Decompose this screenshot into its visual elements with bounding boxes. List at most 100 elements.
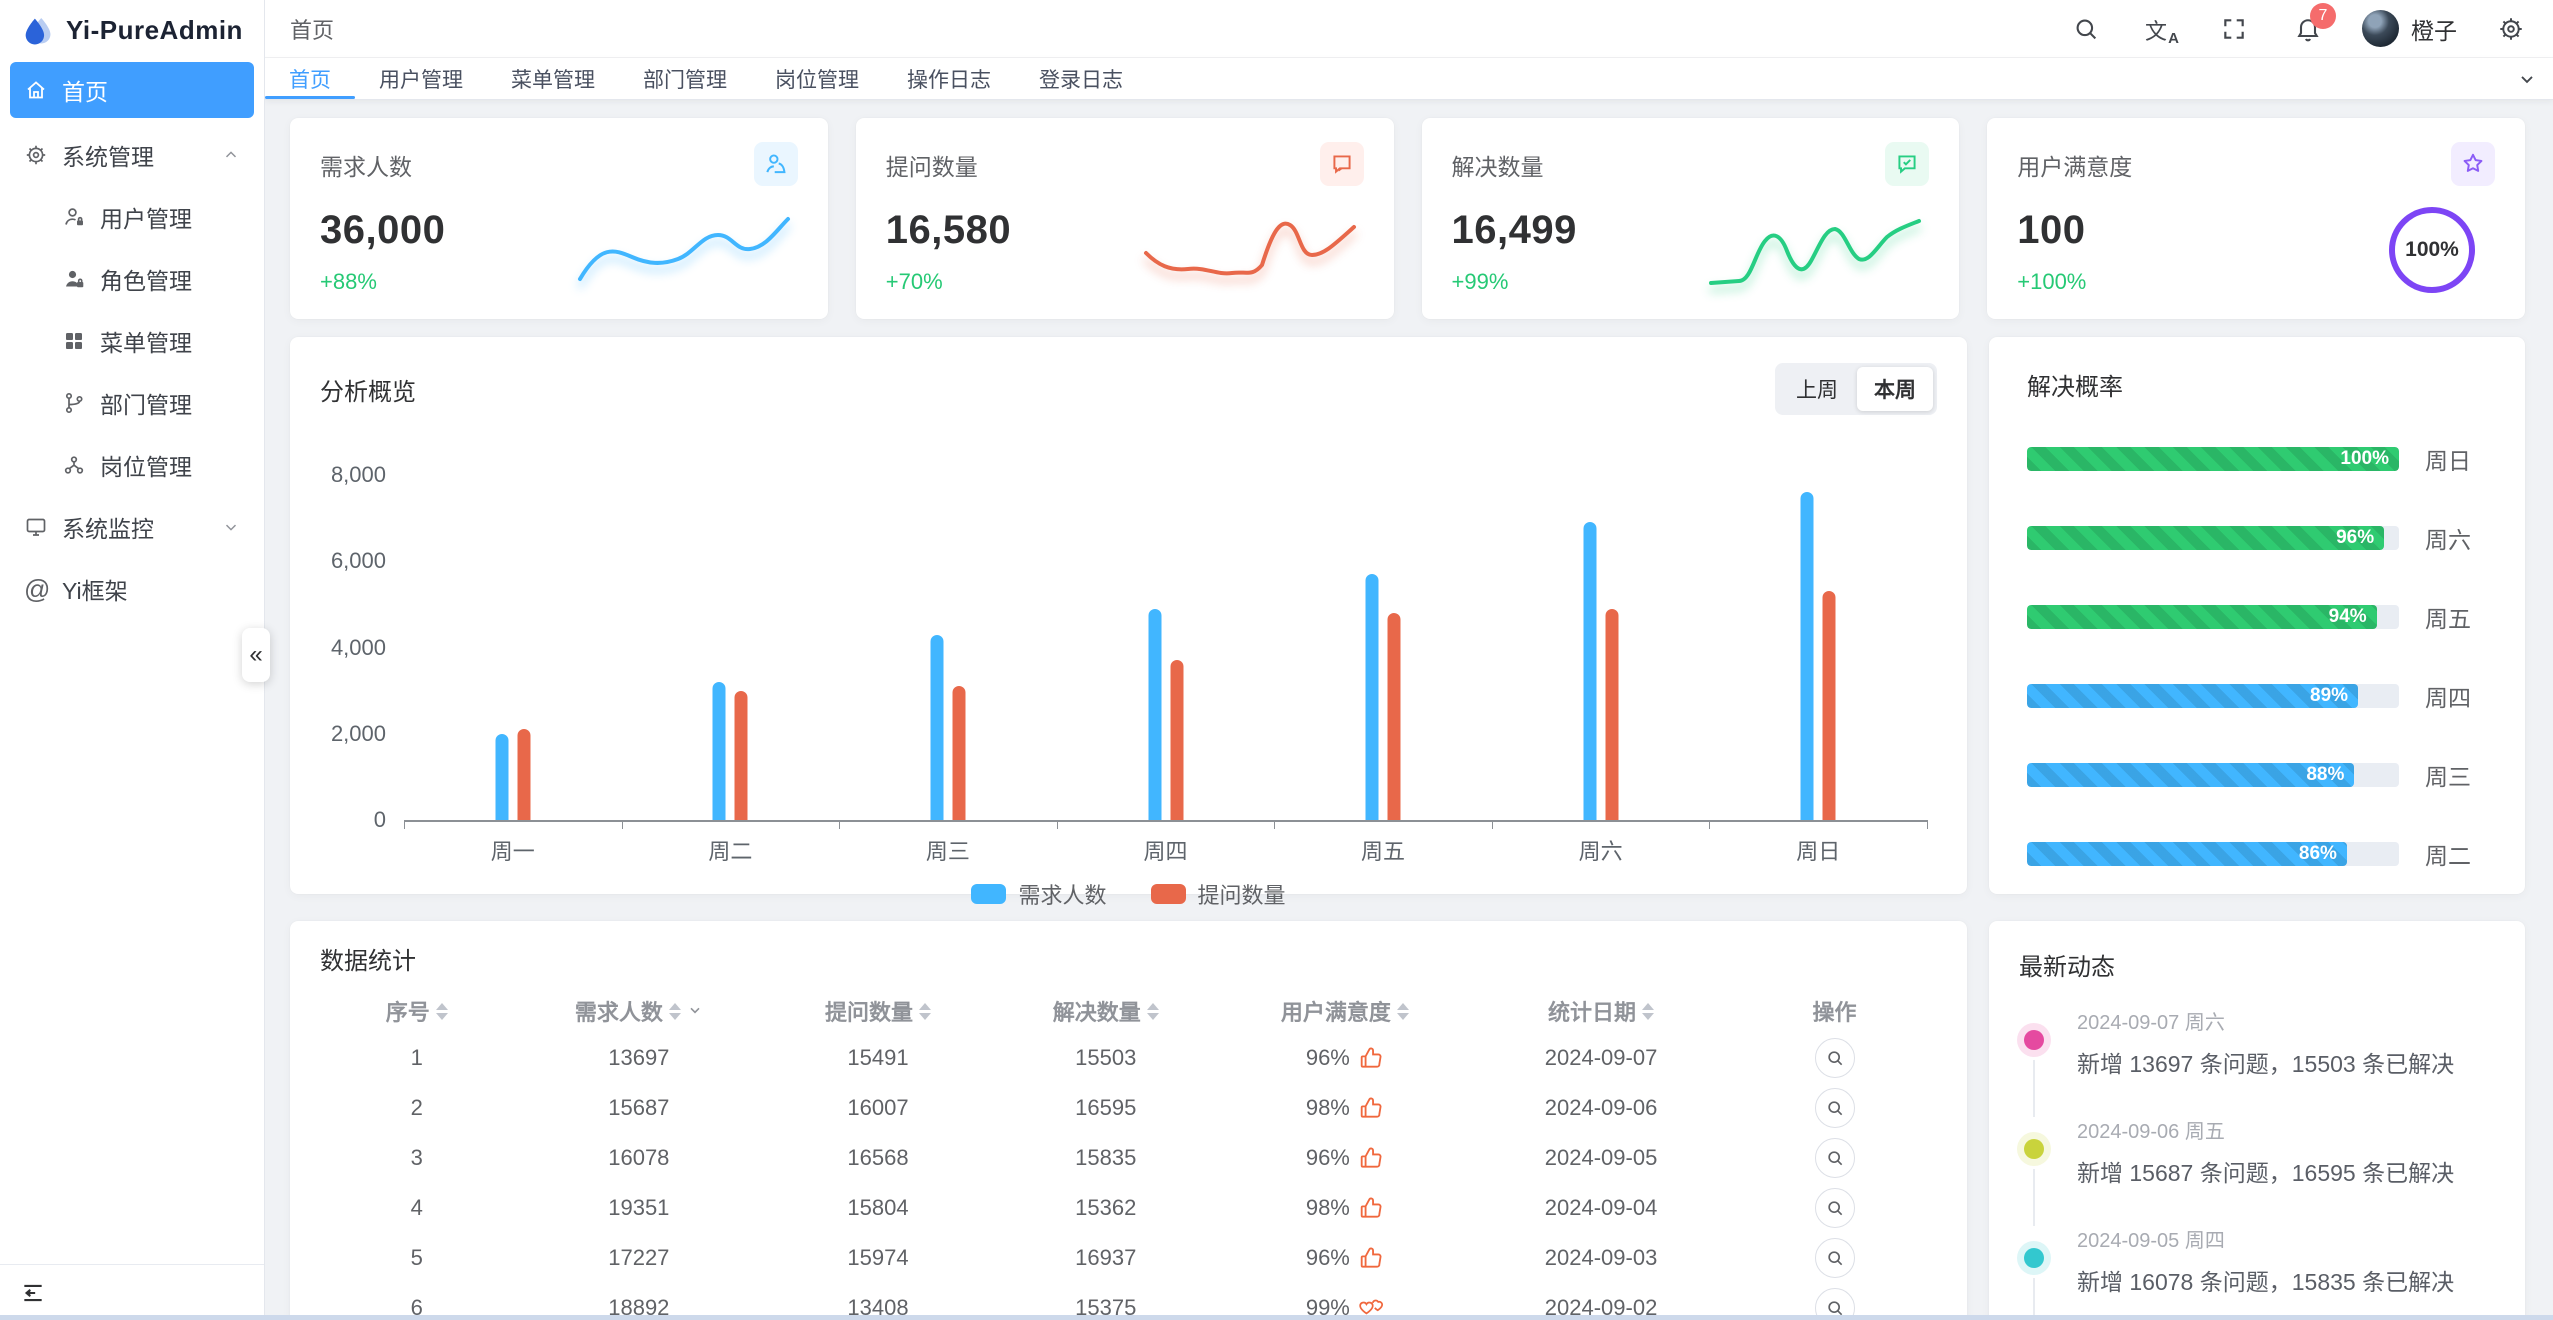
fullscreen-button[interactable] xyxy=(2214,9,2254,49)
timeline-dot xyxy=(2024,1030,2044,1050)
sidebar-item-role-management[interactable]: 角色管理 xyxy=(10,248,254,310)
bar-需求人数 xyxy=(712,682,726,820)
table-column-header[interactable]: 提问数量 xyxy=(764,995,992,1027)
row-search-button[interactable] xyxy=(1814,1038,1855,1078)
solve-rate-row: 96% 周六 xyxy=(2027,521,2487,555)
stat-card-demand: 需求人数 36,000 +88% xyxy=(290,118,828,319)
dashboard-content: 需求人数 36,000 +88% 提问 xyxy=(265,100,2553,1320)
sort-carets-icon[interactable] xyxy=(1642,1002,1655,1020)
sidebar-item-yi-framework[interactable]: @ Yi框架 xyxy=(10,558,254,620)
table-header-row: 序号 需求人数 提问数量 解决数量 用户满意度 统计日期 操作 xyxy=(320,989,1937,1033)
x-axis-tick xyxy=(621,820,623,829)
tagbar-tab[interactable]: 用户管理 xyxy=(379,68,463,92)
notification-button[interactable]: 7 xyxy=(2288,2,2336,49)
table-column-header[interactable]: 用户满意度 xyxy=(1220,995,1471,1027)
sidebar-item-department-management[interactable]: 部门管理 xyxy=(10,372,254,434)
sidebar-item-post-management[interactable]: 岗位管理 xyxy=(10,434,254,496)
sort-carets-icon[interactable] xyxy=(668,1002,681,1020)
progress-fill: 89% xyxy=(2027,684,2359,708)
this-week-button[interactable]: 本周 xyxy=(1857,367,1933,411)
satisfaction-value: 99% xyxy=(1305,1295,1350,1320)
bar-group xyxy=(1800,492,1836,820)
legend-item[interactable]: 提问数量 xyxy=(1150,878,1286,910)
progress-day-label: 周三 xyxy=(2425,764,2471,790)
search-icon xyxy=(2076,19,2097,39)
sidebar-item-home[interactable]: 首页 xyxy=(10,62,254,118)
progress-track: 89% xyxy=(2027,684,2399,708)
row-search-button[interactable] xyxy=(1814,1138,1855,1178)
x-axis-label: 周日 xyxy=(1796,839,1841,864)
y-axis-tick-label: 4,000 xyxy=(330,634,386,660)
table-cell: 16595 xyxy=(1075,1095,1137,1120)
bar-提问数量 xyxy=(952,686,966,820)
tagbar-tab[interactable]: 首页 xyxy=(265,58,355,99)
solve-rate-row: 88% 周三 xyxy=(2027,758,2487,792)
sidebar-item-menu-management[interactable]: 菜单管理 xyxy=(10,310,254,372)
tagbar-tab[interactable]: 操作日志 xyxy=(907,68,991,92)
sidebar-item-label: 岗位管理 xyxy=(100,454,192,480)
table-cell: 13408 xyxy=(847,1295,909,1320)
table-cell: 17227 xyxy=(608,1245,670,1270)
table-row: 5 17227 15974 16937 96% 2024-09-03 xyxy=(320,1233,1937,1283)
app-logo[interactable]: Yi-PureAdmin xyxy=(0,0,264,60)
timeline-list: 2024-09-07 周六 新增 13697 条问题，15503 条已解决 2024… xyxy=(2019,1006,2495,1320)
tagbar-tab[interactable]: 部门管理 xyxy=(643,68,727,92)
table-row: 6 18892 13408 15375 99% 2024-09-02 xyxy=(320,1283,1937,1320)
sort-carets-icon[interactable] xyxy=(1396,1002,1409,1020)
table-column-header[interactable]: 解决数量 xyxy=(992,995,1220,1027)
bar-需求人数 xyxy=(1583,522,1597,820)
last-week-button[interactable]: 上周 xyxy=(1796,379,1838,402)
table-cell: 15835 xyxy=(1075,1145,1137,1170)
sidebar: Yi-PureAdmin 首页 系统管理 xyxy=(0,0,270,1320)
grid-icon xyxy=(66,333,82,349)
search-button[interactable] xyxy=(2066,9,2106,49)
collapse-sidebar-icon xyxy=(24,1284,42,1301)
sidebar-item-system-monitor[interactable]: 系统监控 xyxy=(10,496,254,558)
bar-需求人数 xyxy=(1800,492,1814,820)
sort-carets-icon[interactable] xyxy=(918,1002,931,1020)
row-search-button[interactable] xyxy=(1814,1288,1855,1320)
solve-rate-row: 100% 周日 xyxy=(2027,442,2487,476)
table-cell: 15503 xyxy=(1075,1045,1137,1070)
sidebar-item-user-management[interactable]: 用户管理 xyxy=(10,186,254,248)
x-axis-tick xyxy=(1709,820,1711,829)
bar-提问数量 xyxy=(1822,591,1836,820)
operation-cell xyxy=(1732,1238,1937,1278)
table-column-header[interactable]: 统计日期 xyxy=(1470,995,1732,1027)
table-cell: 15974 xyxy=(847,1245,909,1270)
tag-list: 首页 用户管理 菜单管理 部门管理 岗位管理 操作日志 登录日志 xyxy=(265,58,1147,99)
stat-card-questions: 提问数量 16,580 +70% xyxy=(855,118,1394,319)
sidebar-item-system-management[interactable]: 系统管理 xyxy=(10,124,254,186)
sparkline-green xyxy=(1709,219,1922,285)
tagbar-tab[interactable]: 菜单管理 xyxy=(511,68,595,92)
sidebar-collapse-button[interactable] xyxy=(0,1264,264,1320)
user-menu[interactable]: 橙子 xyxy=(2362,10,2457,47)
row-search-button[interactable] xyxy=(1814,1188,1855,1228)
chart-legend: 需求人数 提问数量 xyxy=(320,878,1937,910)
tagbar-options-button[interactable] xyxy=(2501,58,2553,99)
legend-item[interactable]: 需求人数 xyxy=(971,878,1107,910)
hub-icon xyxy=(64,456,84,474)
timeline-text: 新增 16078 条问题，15835 条已解决 xyxy=(2077,1269,2455,1295)
satisfaction-value: 96% xyxy=(1305,1245,1350,1270)
sidebar-fold-toggle[interactable]: « xyxy=(242,628,270,682)
row-search-button[interactable] xyxy=(1814,1088,1855,1128)
tagbar-tab[interactable]: 登录日志 xyxy=(1039,68,1123,92)
thumb-up-icon xyxy=(1358,1245,1384,1271)
sidebar-menu: 首页 系统管理 用户管理 xyxy=(0,60,264,620)
table-cell: 1 xyxy=(410,1045,423,1070)
tagbar-tab[interactable]: 岗位管理 xyxy=(775,68,859,92)
sort-carets-icon[interactable] xyxy=(435,1002,448,1020)
sort-carets-icon[interactable] xyxy=(1146,1002,1159,1020)
legend-label: 需求人数 xyxy=(1018,883,1107,908)
table-column-header[interactable]: 需求人数 xyxy=(514,995,765,1027)
stat-card-value: 100 xyxy=(2017,208,2086,252)
date-cell: 2024-09-06 xyxy=(1544,1095,1658,1120)
filter-chevron-icon[interactable] xyxy=(687,998,703,1024)
at-icon: @ xyxy=(24,573,51,604)
settings-button[interactable] xyxy=(2491,9,2531,49)
table-column-header[interactable]: 序号 xyxy=(320,995,514,1027)
row-search-button[interactable] xyxy=(1814,1238,1855,1278)
